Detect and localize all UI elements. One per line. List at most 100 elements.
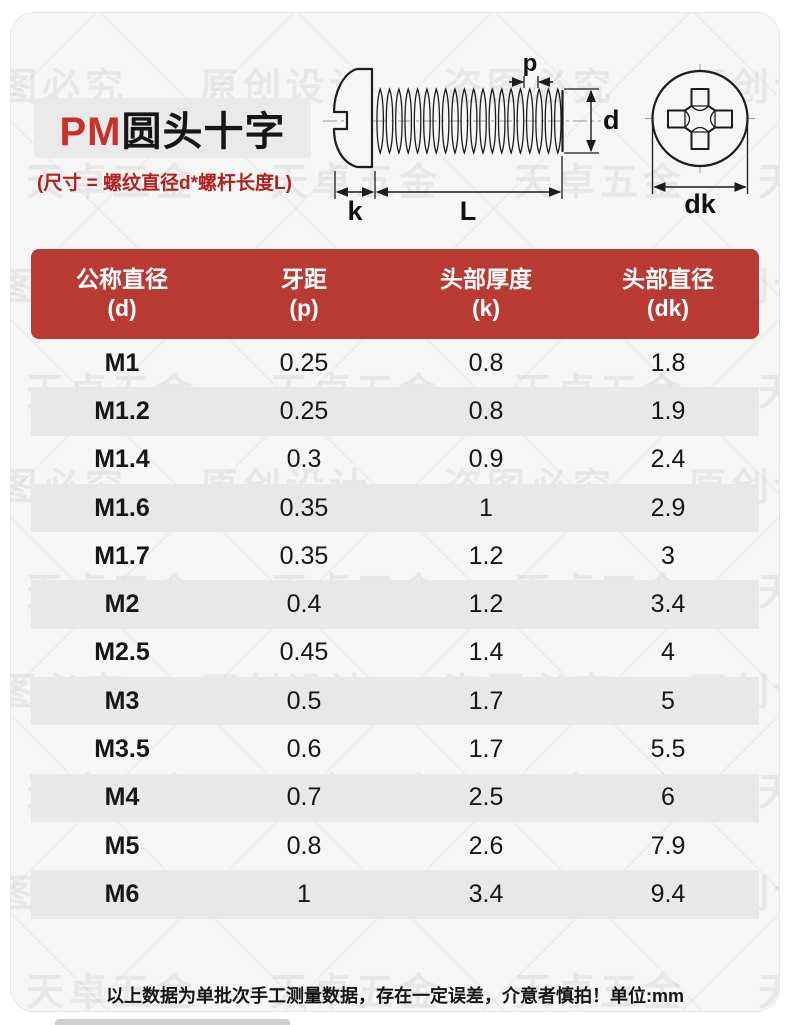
spec-value-cell: 0.7 [286, 783, 322, 812]
thread-leaf [423, 87, 431, 155]
title-rest: 圆头十字 [121, 110, 286, 154]
phillips-recess [667, 88, 733, 150]
thread-leaf [488, 87, 497, 155]
dim-label-dk: dk [684, 189, 716, 219]
thread-leaf [525, 87, 534, 155]
table-row: M2.5 0.45 1.4 4 [31, 629, 759, 677]
table-row: M1.4 0.3 0.9 2.4 [31, 436, 759, 484]
thread-leaf [507, 87, 515, 155]
next-section-stub [55, 1019, 290, 1025]
spec-value-cell: 1 [479, 493, 493, 522]
spec-size-cell: M1.4 [94, 445, 150, 474]
spec-value-cell: 0.25 [279, 396, 329, 425]
spec-value-cell: 1.8 [650, 348, 686, 377]
dim-label-k: k [347, 196, 363, 226]
spec-size-cell: M1 [104, 348, 140, 377]
dim-label-L: L [460, 196, 477, 226]
thread-leaf [535, 87, 543, 155]
thread-leaf [553, 87, 562, 155]
size-formula-note: (尺寸 = 螺纹直径d*螺杆长度L) [37, 173, 292, 194]
table-row: M1 0.25 0.8 1.8 [31, 339, 759, 387]
spec-value-cell: 1 [297, 879, 311, 908]
col-header-d-title: 公称直径 [76, 266, 168, 292]
spec-value-cell: 5.5 [650, 735, 686, 764]
spec-value-cell: 1.2 [468, 590, 504, 619]
table-header: 公称直径 (d) 牙距 (p) 头部厚度 (k) 头部直径 (dk) [31, 249, 759, 339]
thread-leaf [441, 87, 450, 155]
col-header-p: 牙距 (p) [213, 265, 395, 323]
col-header-d-symbol: (d) [107, 295, 137, 321]
page-title: PM圆头十字 [60, 99, 286, 157]
col-header-p-title: 牙距 [281, 266, 327, 292]
spec-value-cell: 6 [661, 783, 675, 812]
spec-size-cell: M4 [104, 783, 140, 812]
title-band: PM圆头十字 [34, 98, 311, 158]
thread-leaf [460, 87, 469, 155]
table-row: M3 0.5 1.7 5 [31, 677, 759, 726]
spec-value-cell: 5 [661, 686, 675, 715]
col-header-k: 头部厚度 (k) [395, 265, 577, 323]
spec-size-cell: M2.5 [94, 638, 150, 667]
dim-label-d: d [603, 105, 620, 135]
spec-size-cell: M1.2 [94, 396, 150, 425]
spec-value-cell: 0.4 [286, 590, 322, 619]
thread-profile [376, 87, 562, 155]
spec-value-cell: 1.4 [468, 638, 504, 667]
spec-value-cell: 1.7 [468, 686, 504, 715]
phillips-recess-detail [684, 105, 716, 133]
table-row: M5 0.8 2.6 7.9 [31, 822, 759, 870]
watermark-text: 天卓五金 [758, 761, 779, 816]
spec-value-cell: 7.9 [650, 831, 686, 860]
table-row: M1.6 0.35 1 2.9 [31, 483, 759, 533]
title-prefix: PM [59, 110, 122, 154]
col-header-k-title: 头部厚度 [440, 266, 532, 292]
thread-leaf [432, 87, 441, 155]
table-row: M4 0.7 2.5 6 [31, 773, 759, 822]
col-header-p-symbol: (p) [289, 295, 319, 321]
head-outline-top [651, 69, 749, 168]
thread-leaf [479, 87, 487, 155]
spec-value-cell: 0.8 [286, 831, 322, 860]
spec-value-cell: 0.25 [279, 348, 329, 377]
col-header-dk: 头部直径 (dk) [577, 265, 759, 323]
col-header-k-symbol: (k) [471, 295, 501, 321]
spec-size-cell: M3.5 [94, 735, 150, 764]
spec-value-cell: 0.35 [279, 493, 329, 522]
thread-leaf [497, 87, 506, 155]
spec-value-cell: 3.4 [650, 590, 686, 619]
spec-value-cell: 1.2 [468, 541, 504, 570]
spec-value-cell: 0.5 [286, 686, 322, 715]
screw-head-side [332, 67, 374, 169]
col-header-dk-symbol: (dk) [646, 295, 690, 321]
table-row: M3.5 0.6 1.7 5.5 [31, 725, 759, 773]
thread-leaf [451, 87, 459, 155]
thread-leaf [544, 87, 553, 155]
spec-value-cell: 3.4 [468, 879, 504, 908]
spec-value-cell: 2.6 [468, 831, 504, 860]
footer-note: 以上数据为单批次手工测量数据，存在一定误差，介意者慎拍！单位:mm [105, 986, 684, 1006]
spec-size-cell: M1.6 [94, 493, 150, 522]
col-header-d: 公称直径 (d) [31, 265, 213, 323]
spec-size-cell: M1.7 [94, 541, 150, 570]
thread-leaf [404, 87, 413, 155]
thread-leaf [413, 87, 422, 155]
thread-leaf [385, 87, 394, 155]
thread-leaf [376, 87, 385, 155]
watermark-text: 天卓五金 [758, 561, 779, 616]
spec-size-cell: M3 [104, 686, 140, 715]
spec-value-cell: 4 [661, 638, 675, 667]
spec-size-cell: M5 [104, 831, 140, 860]
spec-value-cell: 0.6 [286, 735, 322, 764]
table-row: M1.7 0.35 1.2 3 [31, 532, 759, 580]
watermark-text: 天卓五金 [758, 361, 779, 416]
table-rows: M1 0.25 0.8 1.8 M1.2 0.25 0.8 1.9 M1.4 0.3 0.9 2.4 M… [31, 339, 759, 919]
spec-value-cell: 1.7 [468, 735, 504, 764]
col-header-dk-title: 头部直径 [622, 266, 714, 292]
table-row: M2 0.4 1.2 3.4 [31, 580, 759, 629]
spec-card: 盗图必究原创设计盗图必究原创设计天卓五金天卓五金天卓五金天卓五金盗图必究原创设计… [10, 12, 780, 1012]
thread-leaf [469, 87, 478, 155]
spec-value-cell: 2.9 [650, 493, 686, 522]
spec-value-cell: 0.3 [286, 445, 322, 474]
spec-value-cell: 0.35 [279, 541, 329, 570]
spec-size-cell: M6 [104, 879, 140, 908]
